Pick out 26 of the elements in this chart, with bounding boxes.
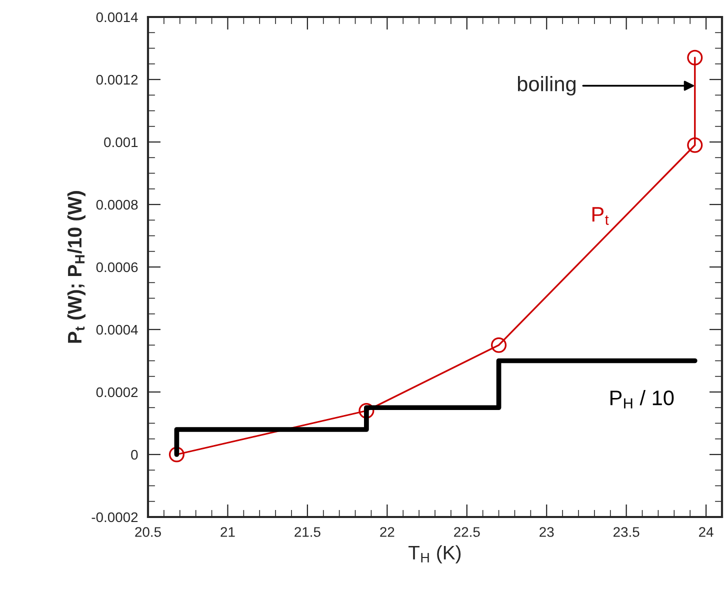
series-label: P$_{t}$: [592, 207, 609, 225]
x-tick-label: 22.5: [454, 527, 480, 537]
x-tick-label: 21.5: [294, 527, 320, 537]
series-label: P$_{H}$ / 10: [610, 390, 674, 408]
x-tick-label: 23.5: [614, 527, 640, 537]
x-tick-label: 22: [380, 527, 394, 537]
x-tick-label: 20.5: [135, 527, 161, 537]
y-tick-label: 0.0008: [96, 200, 138, 210]
x-tick-label: 21: [220, 527, 235, 537]
point: [687, 137, 703, 153]
point: [491, 337, 507, 353]
y-tick-label: 0.0004: [96, 324, 138, 335]
x-tick-label: 23: [540, 527, 554, 537]
y-axis-title: P$_{t}$ (W); P$_{H}$/10 (W): [67, 191, 86, 343]
y-tick-label: 0.0012: [96, 74, 138, 85]
y-tick-label: 0.001: [104, 137, 138, 148]
y-tick-label: -0.0002: [92, 512, 138, 522]
x-axis-title: T$_{H}$ (K): [408, 545, 461, 564]
point: [168, 446, 184, 462]
annotation: boiling: [518, 76, 576, 96]
point: [687, 50, 703, 66]
y-tick-label: 0.0014: [96, 12, 138, 22]
y-tick-label: 0.0006: [96, 262, 138, 272]
y-tick-label: 0: [131, 450, 138, 460]
y-tick-label: 0.0002: [96, 387, 138, 398]
x-tick-label: 24: [699, 527, 714, 537]
